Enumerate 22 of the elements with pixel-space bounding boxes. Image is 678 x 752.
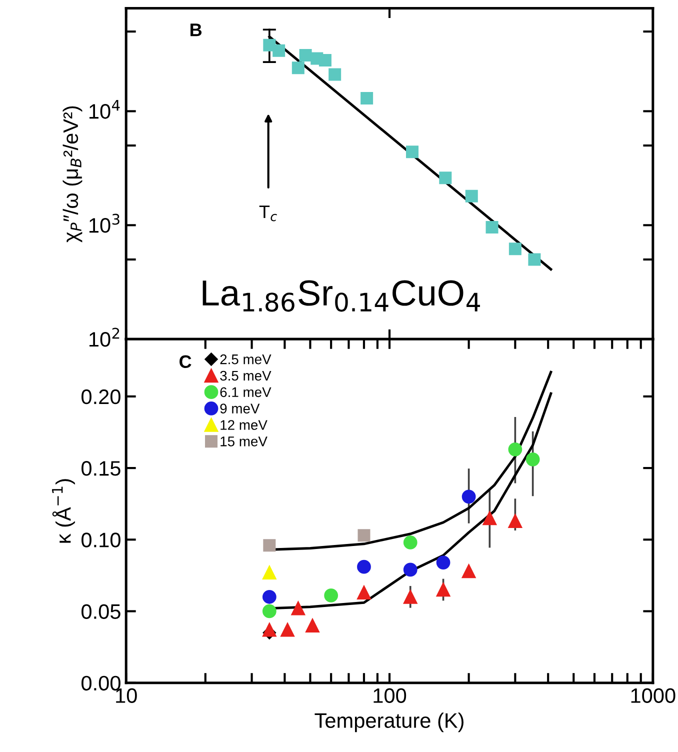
annotation: T$_{c}$ [259,206,277,222]
legend-label: 2.5 meV [220,354,272,364]
y-tick-label: 0.15 [82,461,120,476]
legend-label: 15 meV [220,436,268,446]
annotation: La$_{1.86}$Sr$_{0.14}$CuO$_{4}$ [202,280,480,312]
legend-label: 3.5 meV [220,370,272,381]
annotation: C [180,355,192,368]
y-axis-title: κ (Å$^{−1}$) [52,479,75,543]
x-tick-label: 1000 [631,688,676,703]
x-axis-title: Temperature (K) [314,712,464,732]
y-tick-label: 0.20 [82,389,120,404]
y-tick-label: 10$^{2}$ [90,328,120,347]
legend-label: 9 meV [220,404,260,414]
y-tick-label: 10$^{4}$ [90,100,120,119]
y-tick-label: 10$^{3}$ [90,214,120,233]
legend-label: 6.1 meV [220,387,272,398]
y-tick-label: 0.10 [82,532,120,548]
annotation: B [190,24,202,36]
y-tick-label: 0.05 [82,604,120,619]
y-axis-title: χ$_{P}$″/ω (μ$_{B}$²/eV²) [62,106,82,242]
legend-label: 12 meV [220,420,268,430]
x-tick-label: 100 [374,688,406,703]
